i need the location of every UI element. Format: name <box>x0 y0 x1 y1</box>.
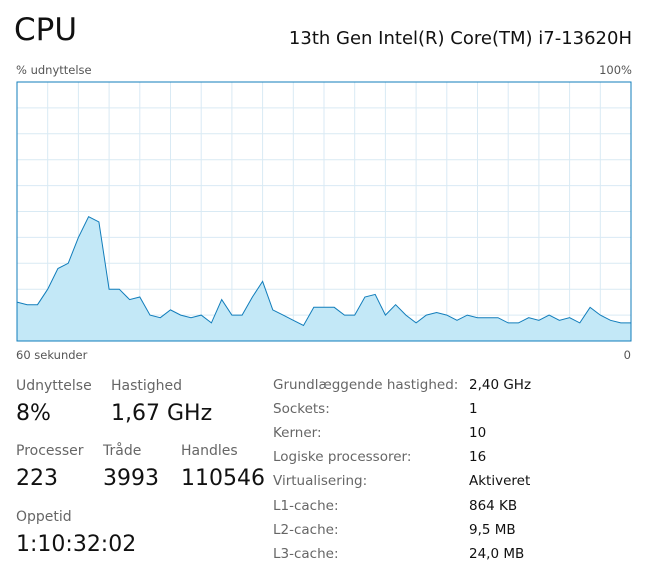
stat-value: 3993 <box>103 466 159 491</box>
stat-label: Handles <box>181 443 238 459</box>
detail-label: L1-cache: <box>273 497 339 514</box>
detail-label: Virtualisering: <box>273 473 368 490</box>
usage-line <box>16 216 631 327</box>
detail-value: 16 <box>469 449 487 466</box>
detail-value: 10 <box>469 425 487 442</box>
y-max-label: 100% <box>599 63 632 77</box>
detail-value: 1 <box>469 401 478 418</box>
x-left-label: 60 sekunder <box>16 348 88 362</box>
detail-label: Logiske processorer: <box>273 449 412 466</box>
stat-value: 1,67 GHz <box>111 401 213 426</box>
detail-label: L3-cache: <box>273 545 339 562</box>
stat-label: Processer <box>16 443 84 459</box>
detail-label: L2-cache: <box>273 521 339 538</box>
stat-label: Oppetid <box>16 509 72 525</box>
detail-label: Sockets: <box>273 401 330 418</box>
graph-border <box>16 81 632 342</box>
detail-value: 864 KB <box>469 497 518 514</box>
detail-label: Grundlæggende hastighed: <box>273 377 459 393</box>
detail-value: Aktiveret <box>469 473 531 490</box>
stat-label: Hastighed <box>111 378 183 394</box>
stat-label: Udnyttelse <box>16 378 92 394</box>
y-axis-label: % udnyttelse <box>16 63 92 77</box>
x-right-label: 0 <box>623 348 631 362</box>
detail-value: 9,5 MB <box>469 521 516 538</box>
cpu-model: 13th Gen Intel(R) Core(TM) i7-13620H <box>288 28 632 49</box>
detail-value: 2,40 GHz <box>469 377 532 393</box>
panel-title: CPU <box>14 12 78 48</box>
stat-value: 110546 <box>181 466 265 491</box>
detail-value: 24,0 MB <box>469 545 525 562</box>
detail-label: Kerner: <box>273 425 322 442</box>
stat-value: 8% <box>16 401 51 426</box>
stat-value: 223 <box>16 466 58 491</box>
stat-label: Tråde <box>103 443 142 459</box>
stat-value: 1:10:32:02 <box>16 532 137 557</box>
